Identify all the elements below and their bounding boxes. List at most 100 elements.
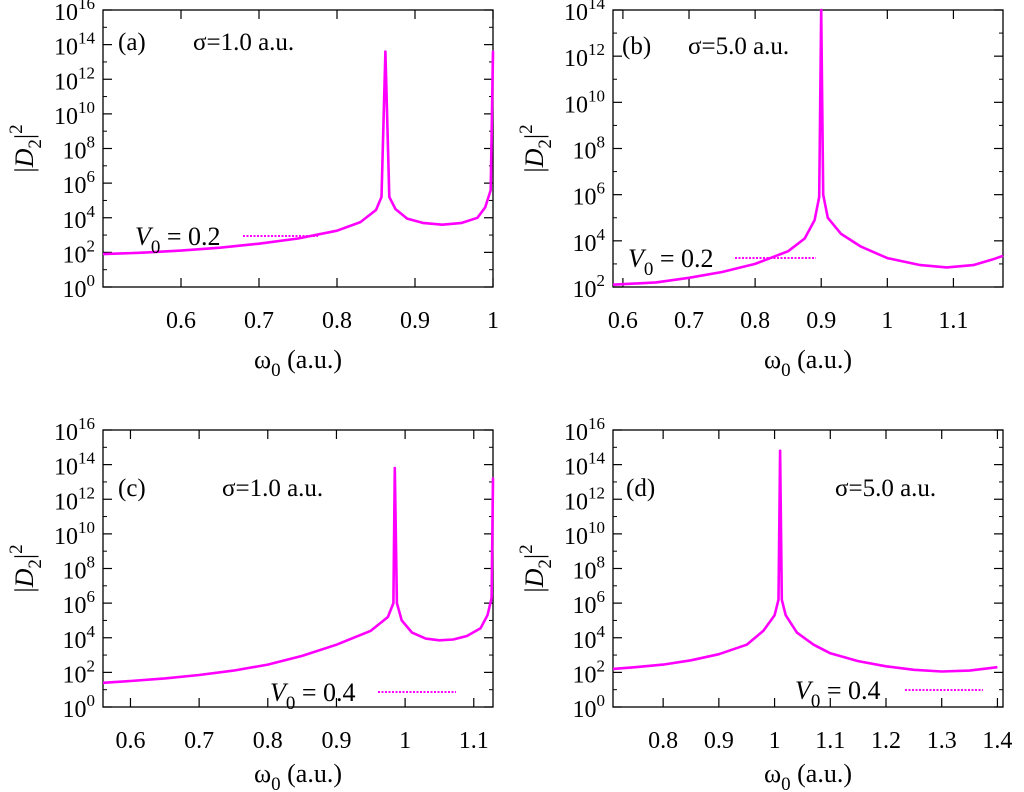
y-tick-exponent: 2 xyxy=(597,656,606,675)
x-axis-label: ω0 (a.u.) xyxy=(764,759,852,792)
y-label-symbol: D xyxy=(10,568,39,588)
y-tick-exponent: 8 xyxy=(87,553,96,572)
y-tick-label: 1012 xyxy=(54,483,95,515)
y-tick-label: 1014 xyxy=(564,0,606,26)
x-tick-label: 1 xyxy=(399,728,411,754)
sigma-annotation: σ=1.0 a.u. xyxy=(222,475,323,502)
y-tick-exponent: 12 xyxy=(588,483,605,502)
resonance-peak-point xyxy=(384,50,387,53)
panel-label: (d) xyxy=(626,475,655,502)
y-tick-label: 100 xyxy=(573,691,606,723)
x-tick-label: 0.9 xyxy=(806,308,836,334)
y-tick-label: 1012 xyxy=(564,483,605,515)
x-tick-label: 0.6 xyxy=(115,728,145,754)
y-tick-label: 104 xyxy=(573,225,606,257)
x-tick-label: 0.8 xyxy=(648,728,678,754)
y-tick-exponent: 0 xyxy=(597,691,606,710)
y-tick-label: 1012 xyxy=(564,40,605,72)
y-tick-label: 102 xyxy=(573,271,606,303)
y-tick-exponent: 2 xyxy=(87,656,96,675)
x-axis-label: ω0 (a.u.) xyxy=(254,759,342,792)
plot-frame xyxy=(102,429,494,708)
sigma-annotation: σ=5.0 a.u. xyxy=(688,33,789,60)
y-tick-exponent: 8 xyxy=(597,553,606,572)
y-tick-label: 1010 xyxy=(564,518,605,550)
y-tick-label: 102 xyxy=(63,236,96,268)
y-tick-exponent: 12 xyxy=(78,483,95,502)
y-tick-label: 106 xyxy=(573,179,606,211)
x-tick-label: 1 xyxy=(487,308,499,334)
y-tick-exponent: 2 xyxy=(597,271,606,290)
y-tick-label: 1010 xyxy=(564,86,605,118)
resonance-peak-point xyxy=(393,466,397,470)
x-tick-label: 1.1 xyxy=(815,728,845,754)
y-tick-label: 1012 xyxy=(54,63,95,95)
y-tick-label: 102 xyxy=(573,656,606,688)
resonance-peak-point xyxy=(491,477,495,480)
y-tick-exponent: 2 xyxy=(87,236,96,255)
y-tick-label: 1014 xyxy=(54,29,96,61)
y-tick-label: 108 xyxy=(63,133,96,165)
y-tick-exponent: 6 xyxy=(597,179,606,198)
y-tick-exponent: 4 xyxy=(87,622,96,641)
y-label-bar: | xyxy=(520,587,549,592)
y-tick-exponent: 10 xyxy=(588,86,605,105)
y-tick-exponent: 14 xyxy=(78,449,96,468)
y-tick-exponent: 6 xyxy=(87,587,96,606)
x-tick-label: 0.7 xyxy=(184,728,214,754)
y-tick-label: 104 xyxy=(63,622,96,654)
x-tick-label: 0.7 xyxy=(674,308,704,334)
y-tick-exponent: 4 xyxy=(87,202,96,221)
y-tick-label: 108 xyxy=(573,133,606,165)
y-label-bar: | xyxy=(10,167,39,172)
y-tick-exponent: 8 xyxy=(597,133,606,152)
plot-frame xyxy=(612,429,1004,708)
x-tick-label: 1 xyxy=(881,308,893,334)
resonance-peak-point xyxy=(491,50,495,53)
series-line xyxy=(612,449,998,673)
y-tick-label: 1014 xyxy=(564,449,606,481)
y-tick-label: 1014 xyxy=(54,449,96,481)
y-tick-exponent: 16 xyxy=(588,414,605,433)
y-axis-label: |D2|2 xyxy=(6,544,46,592)
legend-entry: V0 = 0.2 xyxy=(628,244,714,280)
y-tick-label: 106 xyxy=(573,587,606,619)
y-tick-label: 1016 xyxy=(54,414,95,446)
x-tick-label: 1.1 xyxy=(459,728,489,754)
y-label-bar: | xyxy=(10,587,39,592)
y-tick-label: 1010 xyxy=(54,98,95,130)
y-tick-label: 108 xyxy=(63,553,96,585)
x-tick-label: 1.3 xyxy=(927,728,957,754)
y-tick-exponent: 14 xyxy=(588,449,606,468)
x-tick-label: 0.6 xyxy=(166,308,196,334)
y-axis-label: |D2|2 xyxy=(516,544,556,592)
y-tick-exponent: 4 xyxy=(597,225,606,244)
x-tick-label: 0.8 xyxy=(253,728,283,754)
y-axis-label: |D2|2 xyxy=(6,124,46,172)
y-tick-label: 106 xyxy=(63,587,96,619)
panel-label: (b) xyxy=(622,33,651,60)
y-tick-label: 100 xyxy=(63,691,96,723)
y-label-bar: | xyxy=(520,167,549,172)
y-tick-label: 104 xyxy=(573,622,606,654)
y-tick-label: 1016 xyxy=(54,0,95,26)
x-tick-label: 0.6 xyxy=(608,308,638,334)
y-tick-exponent: 6 xyxy=(87,167,96,186)
y-tick-label: 104 xyxy=(63,202,96,234)
y-label-symbol: D xyxy=(520,568,549,588)
y-label-symbol: D xyxy=(10,148,39,168)
sigma-annotation: σ=1.0 a.u. xyxy=(193,29,294,56)
y-tick-label: 1010 xyxy=(54,518,95,550)
x-tick-label: 1.1 xyxy=(938,308,968,334)
y-tick-exponent: 12 xyxy=(588,40,605,59)
sigma-annotation: σ=5.0 a.u. xyxy=(835,475,936,502)
y-tick-label: 100 xyxy=(63,271,96,303)
panel-label: (a) xyxy=(118,29,146,56)
series-line xyxy=(612,8,1004,286)
y-tick-exponent: 16 xyxy=(78,0,95,13)
